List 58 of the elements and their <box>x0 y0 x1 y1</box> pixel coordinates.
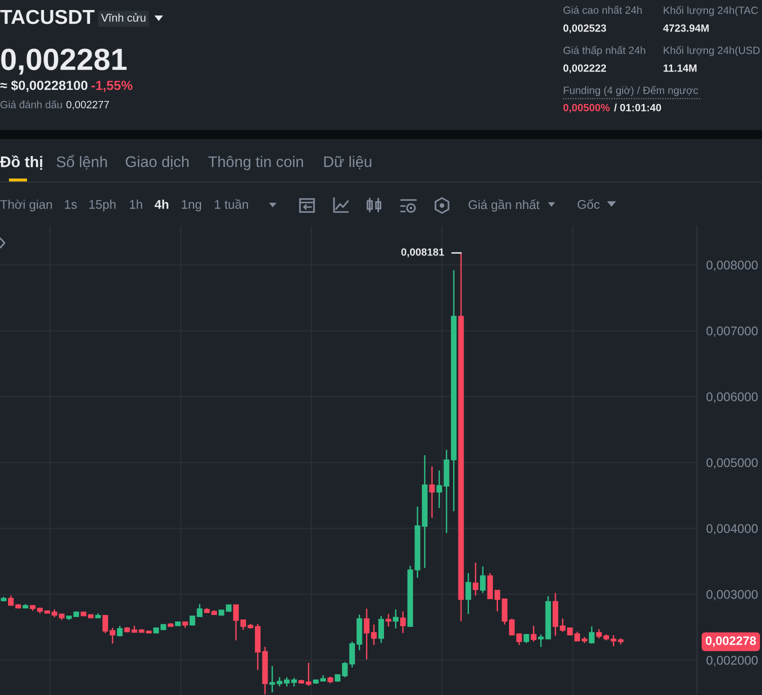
candlestick <box>196 603 202 618</box>
text: Vĩnh cửu <box>101 13 146 22</box>
candlestick <box>588 626 595 644</box>
y-tick-label: 0,004000 <box>706 524 758 534</box>
text: 4h <box>154 200 168 209</box>
text: 1 tuần <box>214 199 248 209</box>
text: 11.14M <box>664 64 696 72</box>
text: Giao dịch <box>126 156 189 170</box>
text: 1s <box>64 200 77 209</box>
text: Đồ thị <box>0 155 42 170</box>
text: 0,002281 <box>1 48 127 75</box>
y-tick-label: 0,008000 <box>706 260 758 271</box>
candlestick <box>190 616 196 626</box>
text: Funding (4 giờ) / Đếm ngược <box>564 86 698 96</box>
text: Giá đánh dấu <box>0 100 62 108</box>
candlestick <box>472 562 478 596</box>
text: Giá cao nhất 24h <box>564 6 642 14</box>
candlestick <box>516 633 522 646</box>
candlestick <box>386 613 392 628</box>
candlestick <box>392 608 399 630</box>
text: Giá gần nhất <box>468 199 540 212</box>
y-tick-label: 0,005000 <box>706 458 758 469</box>
text: 1ng <box>182 200 202 212</box>
text: 0,002277 <box>66 100 109 110</box>
candlestick <box>465 572 472 615</box>
text: -1,55% <box>92 80 132 92</box>
candlestick <box>8 594 14 606</box>
text: 0,002523 <box>563 24 606 34</box>
text: 15ph <box>89 200 116 212</box>
y-tick-label: 0,006000 <box>706 392 758 403</box>
text: 0,002278 <box>706 636 756 647</box>
candlestick <box>400 610 406 634</box>
candlestick <box>116 625 123 638</box>
candlestick <box>378 615 384 644</box>
text: Thông tin coin <box>208 156 303 170</box>
y-tick-label: 0,007000 <box>706 326 758 337</box>
text: Dữ liệu <box>324 156 372 170</box>
text: 4723.94M <box>663 24 709 32</box>
text: ≈ $0,00228100 <box>0 80 88 92</box>
text: Giá thấp nhất 24h <box>564 46 646 56</box>
text: Khối lượng 24h(USD <box>664 46 760 56</box>
text: 1h <box>130 200 142 209</box>
text: Khối lượng 24h(TAC <box>664 6 758 16</box>
candlestick <box>429 466 435 518</box>
candlestick <box>538 634 544 648</box>
text: Thời gian <box>0 200 52 212</box>
text: Gốc <box>578 199 600 209</box>
y-tick-label: 0,003000 <box>706 590 758 600</box>
text: Sổ lệnh <box>56 154 107 170</box>
candlestick <box>530 625 536 642</box>
candlestick <box>480 566 486 594</box>
text: 0,00500% <box>563 104 610 113</box>
annotation: 0,008181 <box>401 248 444 258</box>
candlestick <box>306 662 312 686</box>
text: 0,002222 <box>563 64 606 74</box>
chart-title: TACUSDT <box>0 10 95 24</box>
text: / 01:01:40 <box>614 104 662 112</box>
y-tick-label: 0,002000 <box>706 656 758 666</box>
